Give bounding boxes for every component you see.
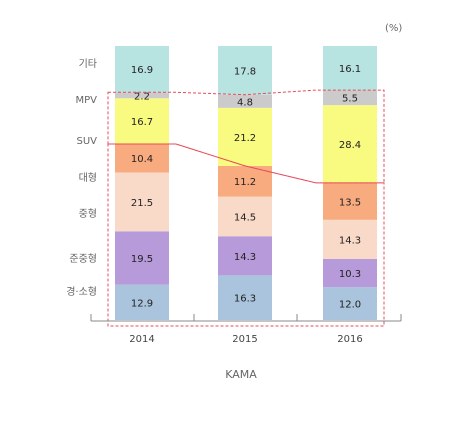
legend-entry: 대형 <box>79 172 97 184</box>
bar-segment <box>115 231 169 285</box>
data-label: 10.3 <box>339 269 361 280</box>
data-label: 14.3 <box>234 252 256 263</box>
legend-entry: 경·소형 <box>66 285 97 298</box>
bar-segment <box>323 258 377 288</box>
bar-segment <box>115 143 169 173</box>
data-label: 16.7 <box>131 117 153 128</box>
source-label: KAMA <box>225 368 257 381</box>
data-label: 17.8 <box>234 66 256 77</box>
bar-segment <box>115 284 169 320</box>
data-label: 4.8 <box>237 97 253 108</box>
data-label: 21.2 <box>234 133 256 144</box>
bar-segment <box>218 275 272 320</box>
data-label: 16.3 <box>234 294 256 305</box>
legend-entry: 기타 <box>79 58 97 70</box>
highlight-connectors <box>107 89 385 327</box>
data-label: 13.5 <box>339 197 361 208</box>
bar-segment <box>115 92 169 99</box>
data-label: 19.5 <box>131 254 153 265</box>
data-label: 12.0 <box>339 300 361 311</box>
legend-entry: MPV <box>76 95 98 106</box>
legend-entry: 준중형 <box>69 253 97 265</box>
x-axis: 2014 2015 2016 <box>90 314 402 345</box>
data-label: 21.5 <box>131 198 153 209</box>
bar-segment <box>218 196 272 237</box>
bars: 12.9 19.5 21.5 10.4 16.7 2.2 16.9 16.3 14.3 14.5 1… <box>115 46 377 320</box>
highlight-outline <box>107 143 385 327</box>
x-tick-label: 2016 <box>337 334 362 345</box>
data-label: 10.4 <box>131 154 153 165</box>
bar-segment <box>323 287 377 320</box>
data-label: 28.4 <box>339 140 361 151</box>
bar-segment <box>218 236 272 276</box>
bar-segment <box>218 165 272 197</box>
x-tick-label: 2015 <box>232 334 257 345</box>
x-tick-label: 2014 <box>129 334 154 345</box>
legend-entry: 중형 <box>79 208 97 220</box>
bar-segment <box>218 94 272 108</box>
data-label: 12.9 <box>131 298 153 309</box>
legend-labels: 경·소형 준중형 중형 대형 SUV MPV 기타 <box>66 58 97 298</box>
data-label: 2.2 <box>134 91 150 102</box>
bar-segment <box>323 90 377 106</box>
bar-segment <box>323 105 377 183</box>
data-label: 14.5 <box>234 212 256 223</box>
bar-segment <box>218 46 272 95</box>
bar-segment <box>115 98 169 144</box>
data-label: 16.9 <box>131 65 153 76</box>
bar-segment <box>115 46 169 93</box>
unit-label: (%) <box>385 23 402 34</box>
bar-segment <box>323 219 377 259</box>
bar-segment <box>115 172 169 232</box>
bar-segment <box>323 46 377 91</box>
bar-segment <box>323 182 377 220</box>
data-label: 16.1 <box>339 64 361 75</box>
data-label: 5.5 <box>342 94 358 105</box>
data-label: 11.2 <box>234 177 256 188</box>
legend-entry: SUV <box>76 136 97 147</box>
bar-segment <box>218 107 272 166</box>
data-label: 14.3 <box>339 235 361 246</box>
